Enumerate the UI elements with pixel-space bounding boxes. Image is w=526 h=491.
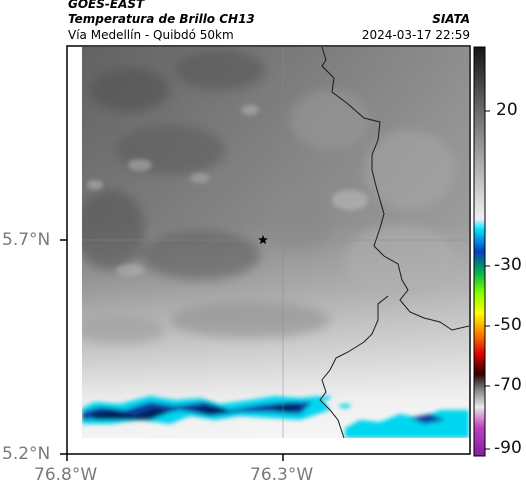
colorbar-tick-label: 20 xyxy=(496,100,518,120)
product-title: Temperatura de Brillo CH13 xyxy=(68,12,255,26)
timestamp: 2024-03-17 22:59 xyxy=(361,28,470,42)
colorbar-tick-label: -70 xyxy=(494,375,522,395)
country-borders xyxy=(319,47,469,438)
star-icon xyxy=(258,235,268,245)
lon-tick-label: 76.3°W xyxy=(250,465,314,485)
colorbar xyxy=(473,46,486,457)
lon-tick-label: 76.8°W xyxy=(34,465,98,485)
colorbar-tick-label: -50 xyxy=(494,315,522,335)
satellite-name: GOES-EAST xyxy=(68,0,145,11)
colorbar-tick-label: -30 xyxy=(494,255,522,275)
region-subtitle: Vía Medellín - Quibdó 50km xyxy=(68,28,234,42)
lat-tick-label: 5.2°N xyxy=(2,444,51,464)
colorbar-tick-label: -90 xyxy=(494,438,522,458)
lat-tick-label: 5.7°N xyxy=(2,230,51,250)
organization-label: SIATA xyxy=(432,12,470,26)
satellite-image xyxy=(82,47,469,438)
